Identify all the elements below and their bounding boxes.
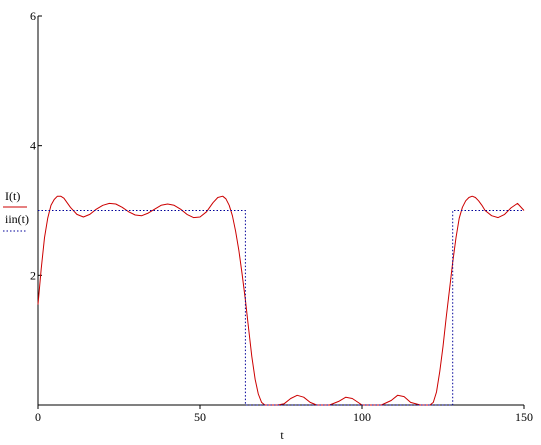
legend-label-iin-t: iin(t): [5, 212, 29, 226]
x-tick-label: 100: [353, 410, 371, 424]
x-tick-label: 150: [515, 410, 533, 424]
tick-labels: 0 50 100 150 2 4 6: [30, 9, 533, 424]
x-tick-label: 50: [194, 410, 206, 424]
y-tick-label: 6: [30, 9, 36, 23]
x-axis-label: t: [280, 428, 284, 442]
series-line-i-t: [37, 195, 525, 406]
y-tick-label: 2: [30, 268, 36, 282]
tick-marks: [37, 15, 525, 409]
x-tick-label: 0: [35, 410, 41, 424]
y-tick-label: 4: [30, 139, 36, 153]
legend-label-i-t: I(t): [5, 189, 20, 203]
series-lines: [37, 195, 525, 406]
series-line-iin-t: [38, 210, 524, 406]
